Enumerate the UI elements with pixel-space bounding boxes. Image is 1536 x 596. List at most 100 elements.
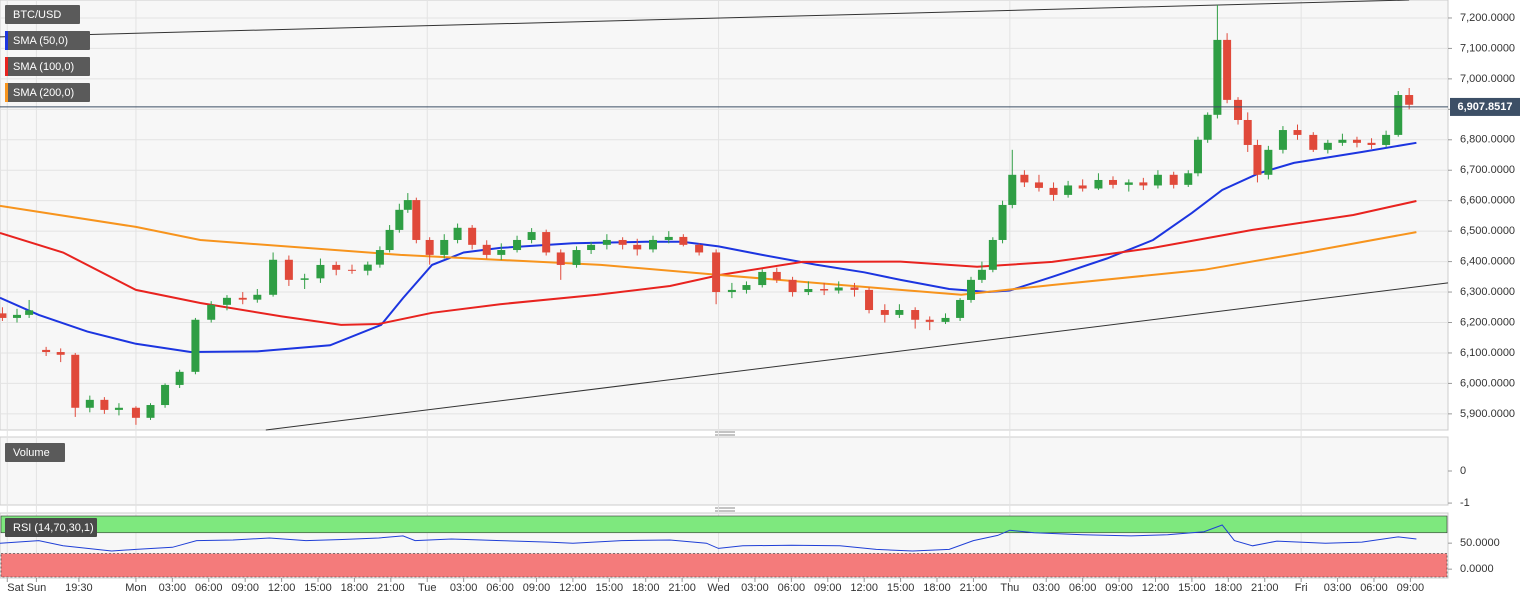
candle-body [925,319,934,322]
candle-body [977,269,986,280]
tag-label: SMA (50,0) [13,35,68,47]
candle-body [385,229,394,251]
tag-label: Volume [13,447,50,459]
candle-body [131,407,140,418]
sma-line [0,141,1417,354]
candle-body [1034,182,1043,188]
candle-body [497,250,506,255]
x-tick-label: 09:00 [1397,582,1425,594]
candle-body [395,209,404,230]
legend-tag: BTC/USD [5,5,80,24]
candle-body [895,310,904,315]
candle-body [1223,39,1232,100]
y-tick-label: 6,000.0000 [1460,377,1515,389]
x-tick-label: 03:00 [159,582,187,594]
candle-body [207,304,216,320]
candle-body [1382,134,1391,145]
last-price-box [1450,97,1520,116]
candle-body [12,314,21,318]
x-tick-label: 15:00 [304,582,332,594]
candle-body [742,285,751,290]
legend-tag: RSI (14,70,30,1) [5,518,97,537]
candle-body [316,264,325,279]
y-tick-label: 7,100.0000 [1460,42,1515,54]
candle-body [998,204,1007,240]
tag-swatch [5,31,8,50]
x-tick-label: 06:00 [1069,582,1097,594]
candle-body [222,297,231,305]
candle-body [468,227,477,245]
grip[interactable] [715,507,735,512]
x-tick-label: 21:00 [377,582,405,594]
y-tick-label: 6,600.0000 [1460,195,1515,207]
x-tick-label: 09:00 [1105,582,1133,594]
x-tick-label: 09:00 [523,582,551,594]
candle-body [727,289,736,293]
candle-body [1078,185,1087,189]
x-tick-label: Tue [418,582,437,594]
candle-body [1253,144,1262,175]
candle-body [175,371,184,385]
sma-line [0,204,1417,296]
x-tick-label: 03:00 [1032,582,1060,594]
candle-body [527,232,536,240]
candle-body [988,239,997,270]
candle-body [403,200,412,210]
x-tick-label: Fri [1295,582,1308,594]
candle-body [788,279,797,293]
x-tick-label: 18:00 [632,582,660,594]
x-tick-label: 03:00 [741,582,769,594]
tag-swatch [5,83,8,102]
candle-body [375,250,384,265]
candle-body [556,252,565,265]
candle-body [412,200,421,240]
x-tick-label: 12:00 [850,582,878,594]
y-tick-label: 6,800.0000 [1460,134,1515,146]
x-tick-label: 15:00 [596,582,624,594]
candle-body [1309,134,1318,150]
y-tick-label: 0.0000 [1460,563,1494,575]
candle-body [1278,130,1287,150]
candle-body [865,289,874,311]
x-tick-label: Sun [27,582,47,594]
candle-body [513,239,522,251]
candle-body [542,232,551,253]
x-tick-label: 15:00 [1178,582,1206,594]
main-plot [0,0,1449,431]
tag-box [5,57,90,76]
x-tick-label: 09:00 [231,582,259,594]
candle-body [363,264,372,271]
candle-body [284,259,293,280]
candle-body [440,239,449,255]
candle-body [1094,179,1103,189]
candle-body [146,405,155,418]
candle-body [1234,99,1243,120]
candle-body [1064,185,1073,195]
candle-body [1124,182,1133,185]
candle-body [804,289,813,293]
x-tick-label: Thu [1000,582,1019,594]
candle-body [820,289,829,291]
candle-body [1109,179,1118,185]
candle-body [347,269,356,271]
candle-body [191,319,200,372]
x-tick-label: 18:00 [341,582,369,594]
candle-body [1153,174,1162,186]
candle-body [1338,139,1347,143]
trendline [265,282,1449,431]
y-tick-label: 6,400.0000 [1460,255,1515,267]
candle-body [648,239,657,250]
y-tick-label: 6,100.0000 [1460,347,1515,359]
candle-body [482,244,491,255]
candle-body [1139,182,1148,186]
candle-body [1323,142,1332,150]
oversold-zone [0,553,1448,578]
grip[interactable] [715,431,735,436]
candle-body [114,407,123,410]
candle-body [1394,95,1403,135]
y-tick-label: 5,900.0000 [1460,408,1515,420]
candle-body [238,297,247,300]
x-tick-label: 06:00 [486,582,514,594]
